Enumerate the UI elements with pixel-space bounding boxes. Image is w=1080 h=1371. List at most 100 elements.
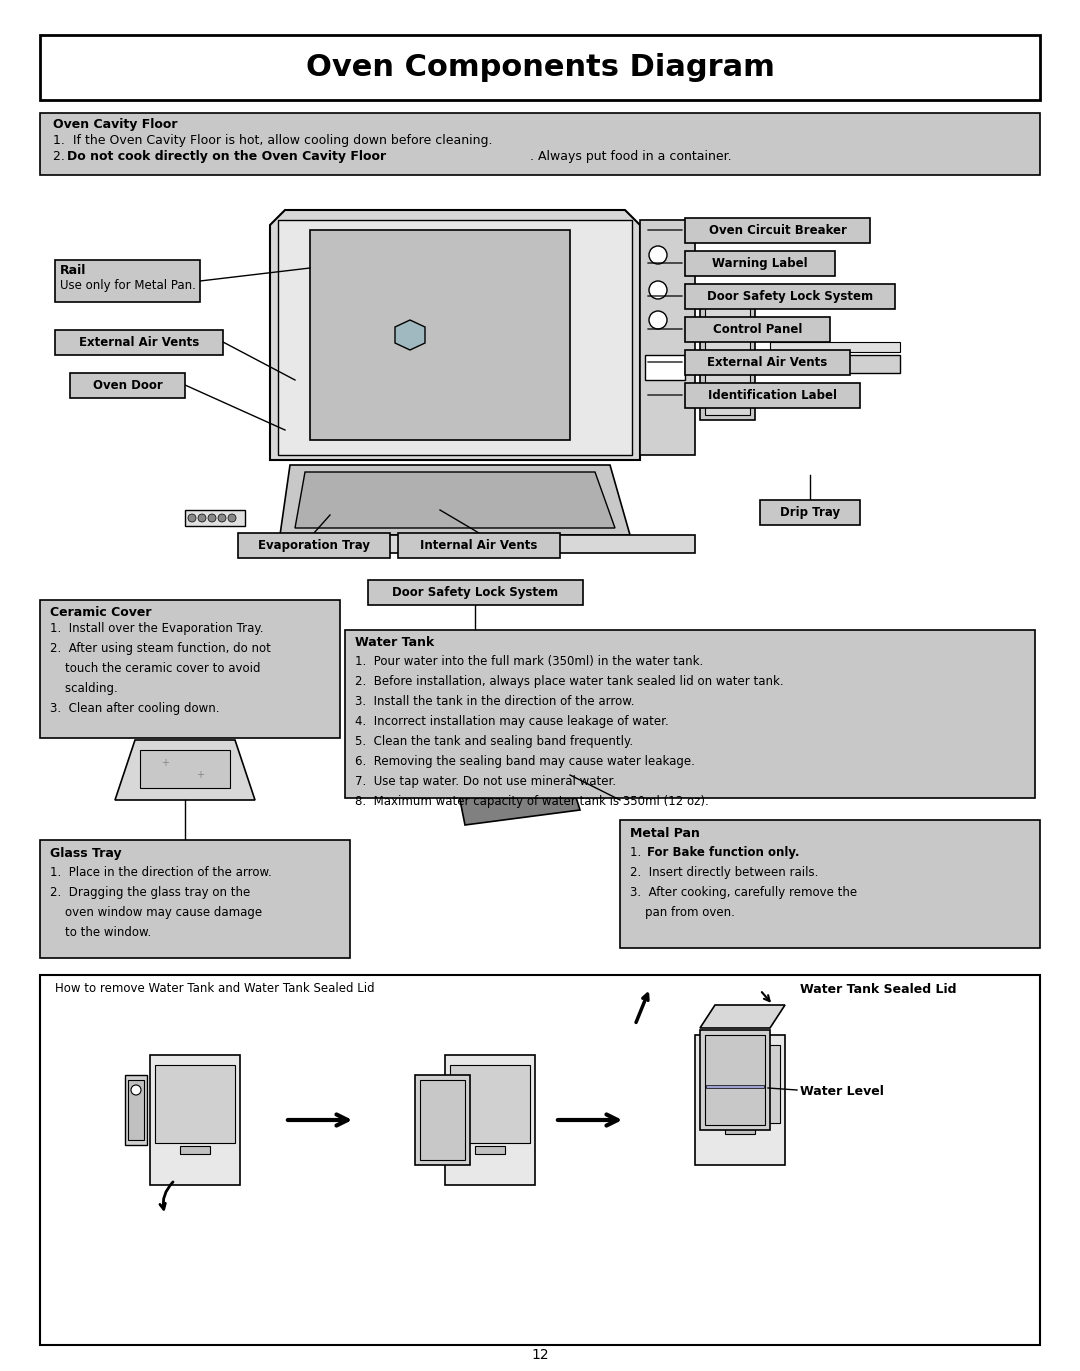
Polygon shape [114, 740, 255, 801]
Bar [685, 284, 895, 308]
Bar [700, 1045, 780, 1123]
Text: Rail: Rail [60, 265, 86, 277]
Bar [415, 1075, 470, 1165]
Bar [450, 1065, 530, 1143]
Text: Door Safety Lock System: Door Safety Lock System [392, 585, 558, 599]
Text: pan from oven.: pan from oven. [630, 906, 734, 919]
Bar [180, 1146, 210, 1154]
Text: 4.  Incorrect installation may cause leakage of water.: 4. Incorrect installation may cause leak… [355, 716, 669, 728]
Text: Oven Door: Oven Door [93, 378, 162, 392]
Bar [696, 1035, 785, 1165]
Bar [645, 355, 685, 380]
Text: 1.: 1. [630, 846, 645, 860]
Text: 3.  After cooking, carefully remove the: 3. After cooking, carefully remove the [630, 886, 858, 899]
Bar [685, 251, 835, 276]
Text: 3.  Clean after cooling down.: 3. Clean after cooling down. [50, 702, 219, 716]
Bar [55, 260, 200, 302]
Text: 2.: 2. [53, 149, 69, 163]
Text: +: + [161, 758, 168, 768]
Bar [705, 1035, 765, 1126]
Text: to the window.: to the window. [50, 925, 151, 939]
Text: 2.  After using steam function, do not: 2. After using steam function, do not [50, 642, 271, 655]
Bar [40, 36, 1040, 100]
Circle shape [218, 514, 226, 522]
Text: For Bake function only.: For Bake function only. [647, 846, 799, 860]
Text: Metal Pan: Metal Pan [630, 827, 700, 840]
Bar [40, 600, 340, 738]
Text: Oven Components Diagram: Oven Components Diagram [306, 52, 774, 81]
Bar [706, 1084, 764, 1089]
Polygon shape [700, 1005, 785, 1028]
Text: Door Safety Lock System: Door Safety Lock System [707, 291, 873, 303]
Bar [345, 631, 1035, 798]
Text: 1.  Install over the Evaporation Tray.: 1. Install over the Evaporation Tray. [50, 622, 264, 635]
Bar [685, 383, 860, 409]
Text: Warning Label: Warning Label [712, 256, 808, 270]
Bar [129, 1080, 144, 1141]
Circle shape [188, 514, 195, 522]
Circle shape [198, 514, 206, 522]
Bar [265, 535, 696, 553]
Bar [399, 533, 561, 558]
Bar [368, 580, 583, 605]
Text: 3.  Install the tank in the direction of the arrow.: 3. Install the tank in the direction of … [355, 695, 635, 707]
Text: scalding.: scalding. [50, 681, 118, 695]
Bar [150, 1056, 240, 1185]
Bar [40, 112, 1040, 175]
Bar [125, 1075, 147, 1145]
Text: Ceramic Cover: Ceramic Cover [50, 606, 151, 618]
Circle shape [131, 1084, 141, 1095]
Bar [685, 317, 831, 341]
Bar [185, 510, 245, 526]
Circle shape [649, 281, 667, 299]
Bar [700, 300, 755, 420]
Text: External Air Vents: External Air Vents [79, 336, 199, 350]
Bar [420, 1080, 465, 1160]
Text: touch the ceramic cover to avoid: touch the ceramic cover to avoid [50, 662, 260, 675]
Bar [640, 219, 696, 455]
Text: Oven Cavity Floor: Oven Cavity Floor [53, 118, 177, 132]
Text: 7.  Use tap water. Do not use mineral water.: 7. Use tap water. Do not use mineral wat… [355, 775, 616, 788]
Text: Drip Tray: Drip Tray [780, 506, 840, 520]
Text: Water Tank Sealed Lid: Water Tank Sealed Lid [800, 983, 957, 995]
Bar [705, 304, 750, 415]
Text: Water Level: Water Level [800, 1084, 883, 1098]
Text: 2.  Insert directly between rails.: 2. Insert directly between rails. [630, 866, 819, 879]
Text: Glass Tray: Glass Tray [50, 847, 122, 860]
Bar [310, 230, 570, 440]
Circle shape [649, 245, 667, 265]
Bar [685, 218, 870, 243]
Text: . Always put food in a container.: . Always put food in a container. [530, 149, 731, 163]
Bar [760, 500, 860, 525]
Text: 12: 12 [531, 1348, 549, 1361]
Text: Control Panel: Control Panel [713, 324, 802, 336]
Polygon shape [450, 729, 580, 825]
Polygon shape [395, 319, 426, 350]
Circle shape [228, 514, 237, 522]
Bar [770, 355, 900, 373]
Text: Do not cook directly on the Oven Cavity Floor: Do not cook directly on the Oven Cavity … [67, 149, 387, 163]
Text: 6.  Removing the sealing band may cause water leakage.: 6. Removing the sealing band may cause w… [355, 755, 694, 768]
Text: 8.  Maximum water capacity of water tank is 350ml (12 oz).: 8. Maximum water capacity of water tank … [355, 795, 708, 808]
Bar [70, 373, 185, 398]
Bar [238, 533, 390, 558]
Text: How to remove Water Tank and Water Tank Sealed Lid: How to remove Water Tank and Water Tank … [55, 982, 375, 995]
Bar [620, 820, 1040, 947]
Text: Internal Air Vents: Internal Air Vents [420, 539, 538, 553]
Text: 2.  Dragging the glass tray on the: 2. Dragging the glass tray on the [50, 886, 251, 899]
Bar [55, 330, 222, 355]
Bar [278, 219, 632, 455]
Bar [685, 350, 850, 376]
Bar [700, 1030, 770, 1130]
Text: Identification Label: Identification Label [708, 389, 837, 402]
Polygon shape [295, 472, 615, 528]
Text: Water Tank: Water Tank [355, 636, 434, 648]
Text: Oven Circuit Breaker: Oven Circuit Breaker [708, 223, 847, 237]
Bar [40, 840, 350, 958]
Text: Use only for Metal Pan.: Use only for Metal Pan. [60, 280, 195, 292]
Bar [445, 1056, 535, 1185]
Bar [140, 750, 230, 788]
Text: External Air Vents: External Air Vents [707, 356, 827, 369]
Bar [725, 1126, 755, 1134]
Text: 1.  If the Oven Cavity Floor is hot, allow cooling down before cleaning.: 1. If the Oven Cavity Floor is hot, allo… [53, 134, 492, 147]
